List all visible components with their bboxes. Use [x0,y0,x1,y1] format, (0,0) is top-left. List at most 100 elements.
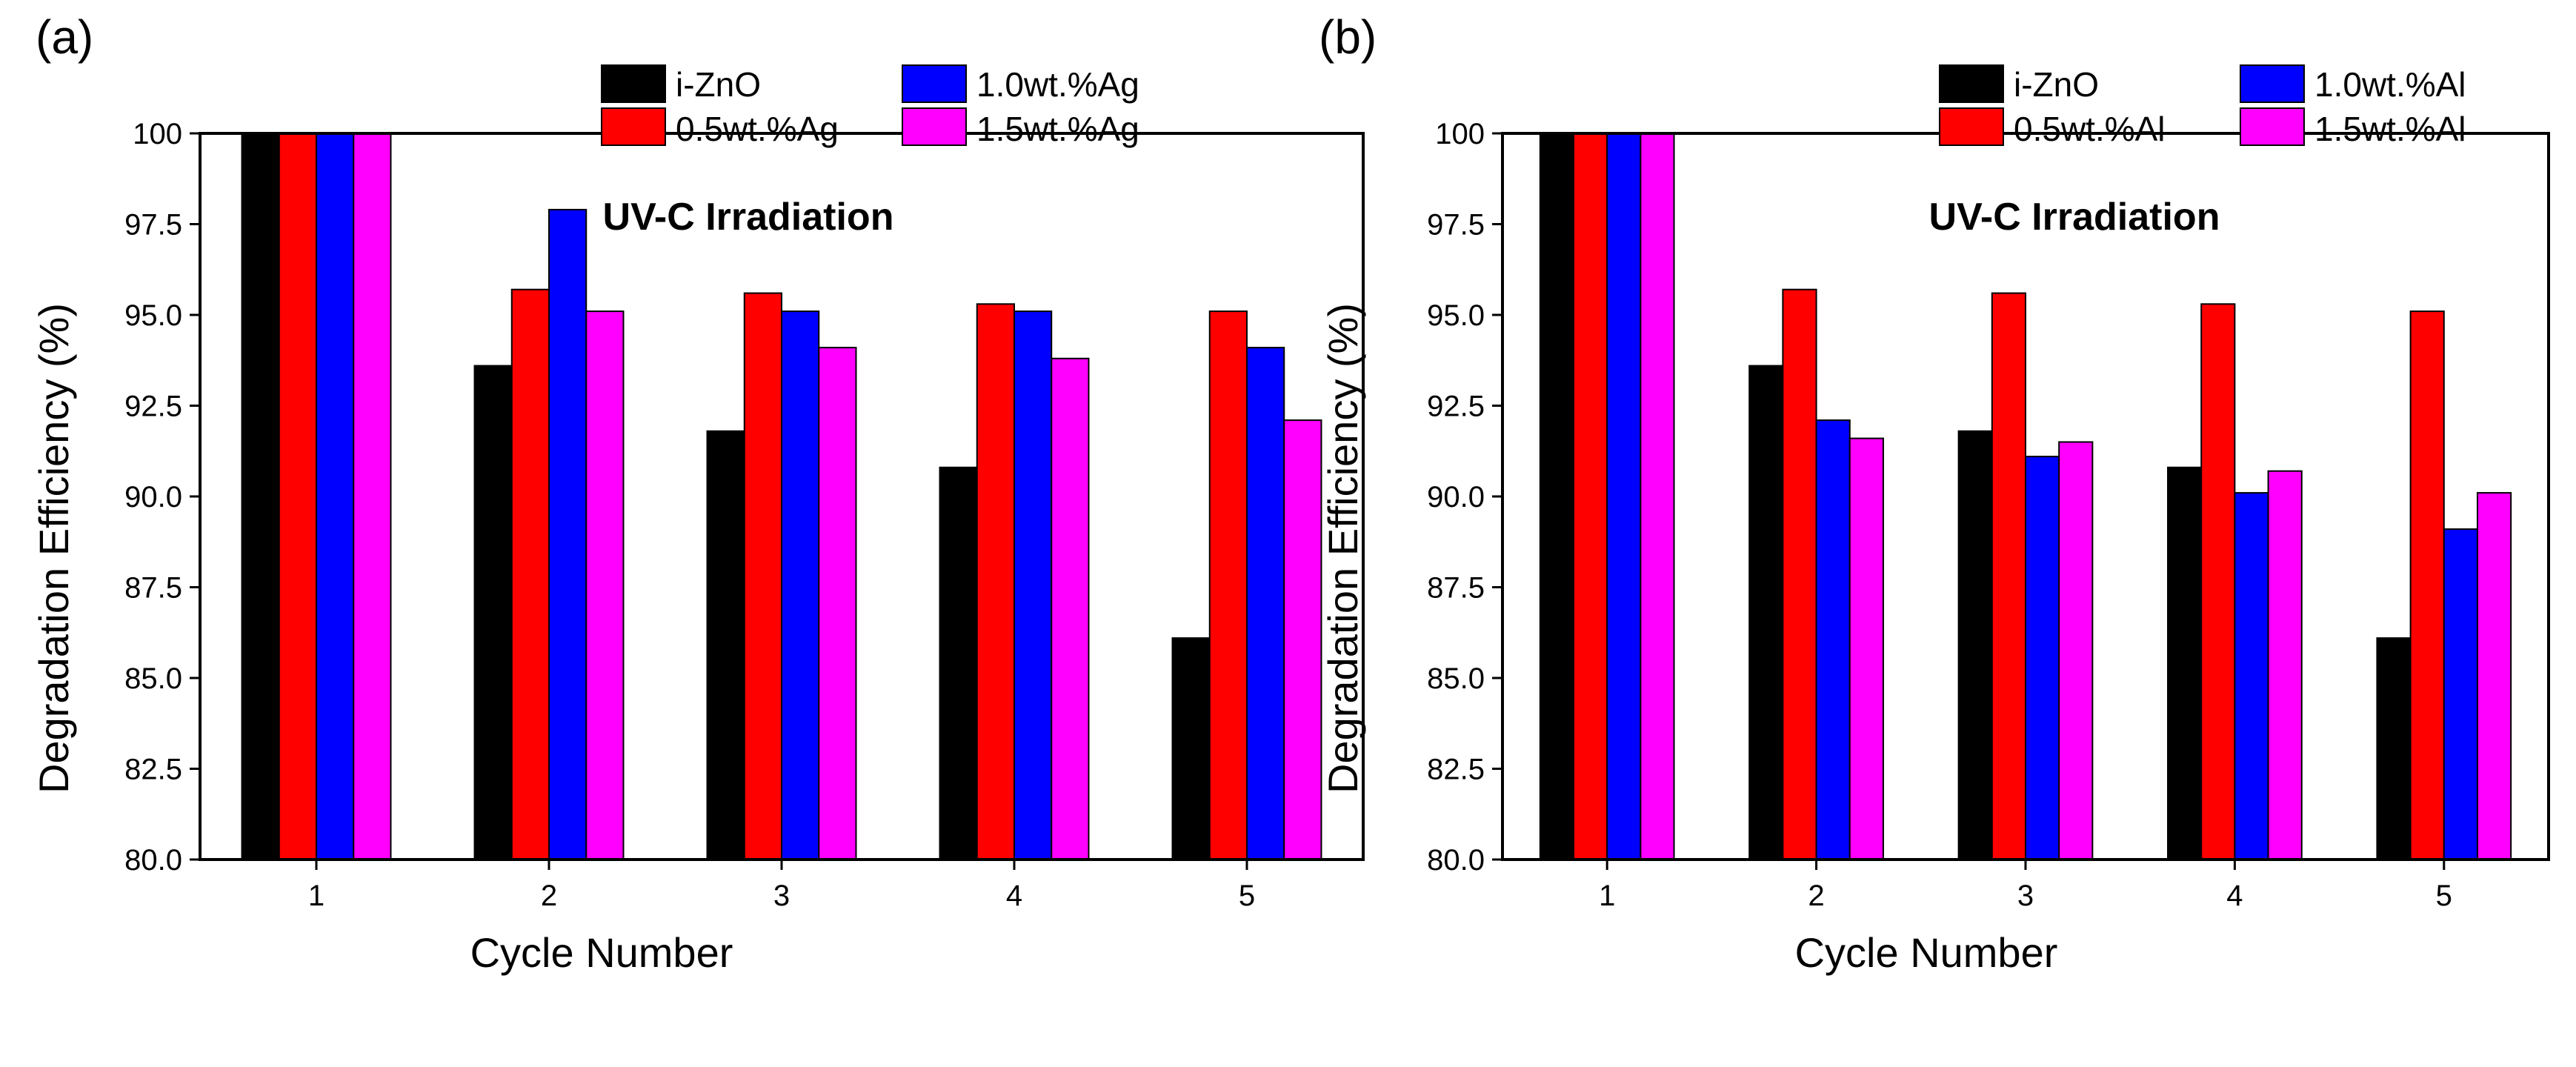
x-tick-label: 3 [2017,880,2034,912]
legend-item: 0.5wt.%Ag [601,107,839,148]
y-tick-label: 85.0 [124,662,182,695]
bar [2200,303,2236,860]
bar [548,208,588,860]
y-tick-label: 90.0 [1427,481,1485,513]
y-tick-label: 82.5 [124,754,182,786]
bar [939,466,978,860]
legend-swatch [601,107,666,146]
legend-item: i-ZnO [1939,64,2099,104]
bar [241,133,280,860]
bar [2476,492,2512,860]
x-tick-label: 2 [541,880,557,912]
legend-label: 0.5wt.%Ag [676,110,839,148]
y-tick-label: 95.0 [1427,299,1485,332]
bar [1539,133,1575,860]
y-tick-label: 90.0 [124,481,182,513]
bar [2167,466,2203,860]
legend-swatch [1939,64,2004,103]
y-axis-title: Degradation Efficiency (%) [30,303,77,794]
legend-label: 1.0wt.%Al [2314,65,2466,104]
bar [1640,133,1675,860]
bar [1208,310,1248,861]
chart-annotation: UV-C Irradiation [603,196,894,239]
bar [585,310,625,861]
x-tick-label: 4 [1006,880,1022,912]
y-tick-label: 92.5 [1427,390,1485,423]
legend-swatch [902,107,967,146]
bar [2234,492,2269,860]
x-axis-title: Cycle Number [470,929,733,976]
y-tick-group: 80.0 82.5 85.0 87.5 90.0 92.5 95.0 97.5 100 [1427,118,1502,877]
bar [2376,637,2412,860]
y-tick-label: 80.0 [1427,844,1485,877]
legend-label: 0.5wt.%Al [2014,110,2166,148]
x-tick-label: 3 [773,880,790,912]
bar [1051,357,1090,860]
legend-item: 1.0wt.%Al [2240,64,2466,104]
bar [1748,365,1784,861]
bar [1014,310,1053,861]
legend-item: i-ZnO [601,64,761,104]
legend-swatch [902,64,967,103]
y-tick-label: 100 [1435,118,1485,150]
bar-group [1539,133,2512,861]
legend-label: 1.5wt.%Al [2314,110,2466,148]
x-tick-label: 1 [1599,880,1615,912]
y-tick-label: 97.5 [124,209,182,242]
bar [2025,456,2060,860]
y-tick-label: 92.5 [124,390,182,423]
bar [2443,528,2478,860]
x-tick-label: 5 [2436,880,2452,912]
bar [473,365,513,861]
legend-swatch [601,64,666,103]
bar [278,133,318,860]
bar [1606,133,1642,860]
bar [1171,637,1211,860]
x-tick-label: 2 [1808,880,1824,912]
y-tick-label: 85.0 [1427,662,1485,695]
legend-label: 1.0wt.%Ag [976,65,1139,104]
x-tick-group: 1 2 3 4 5 [308,860,1255,912]
bar [1991,292,2026,861]
x-tick-group: 1 2 3 4 5 [1599,860,2452,912]
legend-label: 1.5wt.%Ag [976,110,1139,148]
y-tick-label: 80.0 [124,844,182,877]
x-axis-title: Cycle Number [1795,929,2058,976]
bar [1246,347,1285,861]
bar [1815,419,1851,860]
bar [2058,441,2094,860]
legend-label: i-ZnO [2014,65,2099,104]
bar [1957,430,1993,860]
bar [2409,310,2445,861]
y-tick-label: 82.5 [1427,754,1485,786]
bar-group [241,133,1322,861]
chart-annotation: UV-C Irradiation [1929,196,2220,239]
legend-label: i-ZnO [676,65,761,104]
bar [1283,419,1322,860]
bar [818,347,857,861]
bar [781,310,820,861]
y-tick-label: 95.0 [124,299,182,332]
panel-label: (b) [1319,10,1377,64]
y-axis-title: Degradation Efficiency (%) [1319,303,1366,794]
bar [2267,470,2303,860]
legend: i-ZnO 0.5wt.%Al 1.0wt.%Al 1.5wt.%Al [1939,64,2466,148]
bar [743,292,783,861]
panel-label: (a) [36,10,93,64]
chart-panel-b: (b) 80.082.585.087.590.092.595.097.5100 … [1319,10,2550,976]
bar [976,303,1016,860]
bar [1782,288,1817,860]
x-tick-label: 5 [1239,880,1255,912]
y-tick-label: 97.5 [1427,209,1485,242]
y-tick-label: 87.5 [124,572,182,605]
chart-panel-a: (a) 80.082.585.087.590.092.595.097.5100 … [30,10,1365,976]
y-tick-label: 100 [133,118,182,150]
bar [316,133,355,860]
x-tick-label: 4 [2226,880,2243,912]
legend: i-ZnO 0.5wt.%Ag 1.0wt.%Ag 1.5wt.%Ag [601,64,1139,148]
legend-item: 1.5wt.%Al [2240,107,2466,148]
legend-item: 1.5wt.%Ag [902,107,1139,148]
legend-swatch [2240,107,2305,146]
legend-item: 0.5wt.%Al [1939,107,2166,148]
